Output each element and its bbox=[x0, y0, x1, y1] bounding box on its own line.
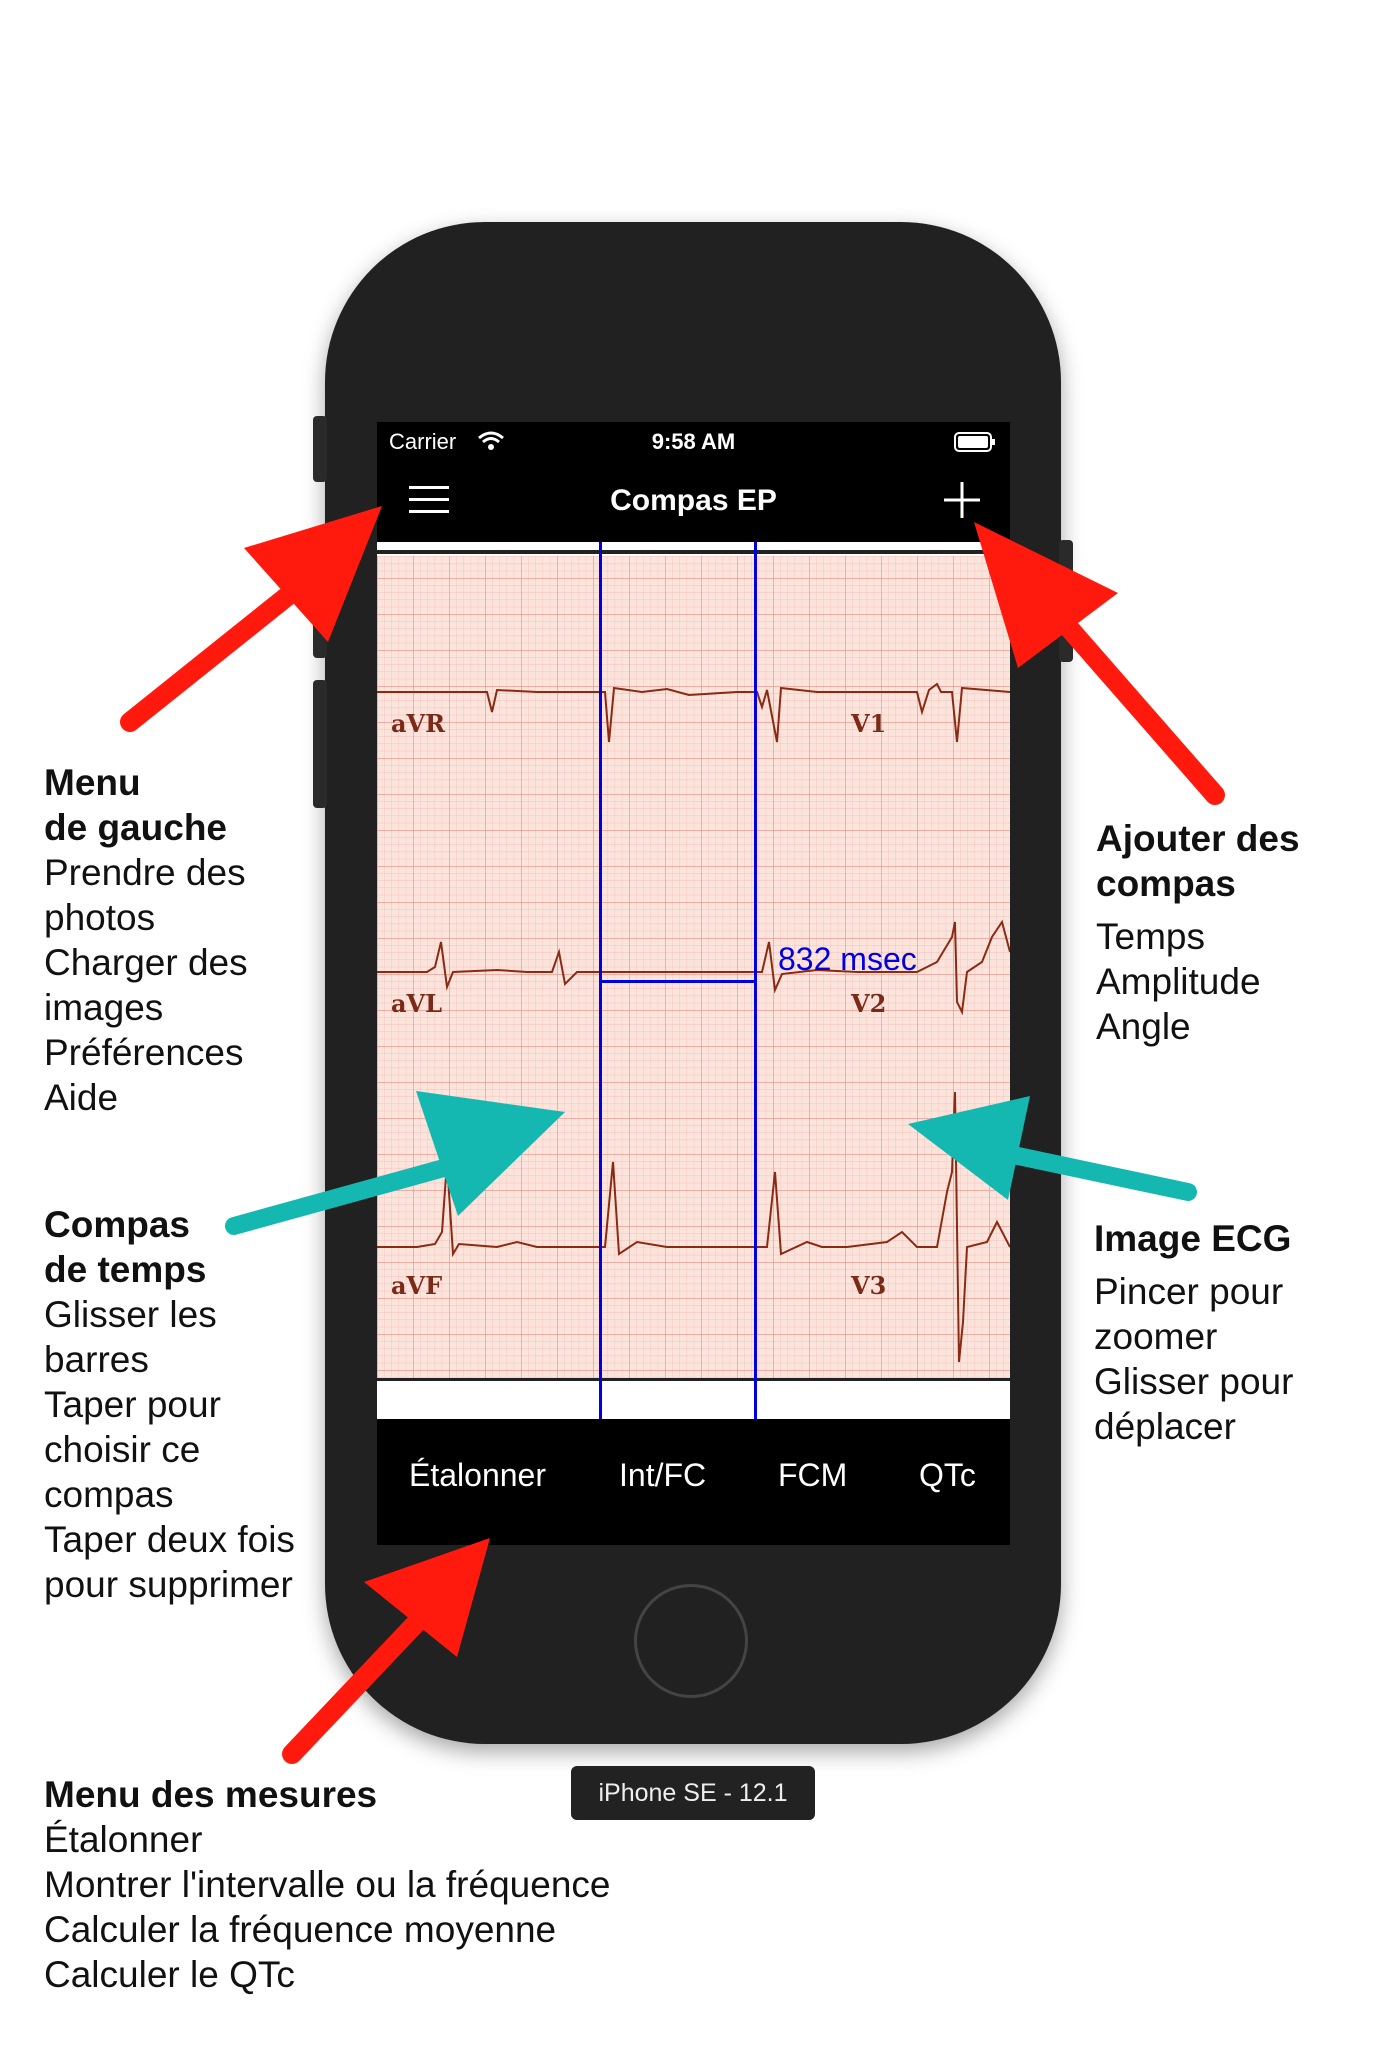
home-button[interactable] bbox=[634, 1584, 748, 1698]
hamburger-menu-icon[interactable] bbox=[407, 482, 451, 518]
lead-label-avl: aVL bbox=[391, 989, 442, 1018]
annotation-ecg-image: Image ECG Pincer pour zoomer Glisser pou… bbox=[1094, 1216, 1293, 1449]
annotation-add-calipers-line: Angle bbox=[1096, 1006, 1191, 1047]
annotation-time-calipers-line: barres bbox=[44, 1339, 149, 1380]
volume-down-button bbox=[313, 680, 327, 808]
annotation-left-menu-line: Charger des bbox=[44, 942, 248, 983]
annotation-left-menu-line: images bbox=[44, 987, 164, 1028]
lead-label-v3: V3 bbox=[850, 1271, 886, 1300]
annotation-time-calipers-line: Taper pour bbox=[44, 1384, 221, 1425]
toolbar-calibrate-button[interactable]: Étalonner bbox=[409, 1457, 546, 1493]
phone-screen: Carrier 9:58 AM Compas EP bbox=[377, 422, 1010, 1545]
toolbar-interval-rate-button[interactable]: Int/FC bbox=[619, 1457, 707, 1493]
status-bar: Carrier 9:58 AM bbox=[377, 422, 1010, 462]
wifi-icon bbox=[478, 431, 504, 450]
annotation-left-menu-heading-2: de gauche bbox=[44, 807, 227, 848]
nav-title: Compas EP bbox=[610, 484, 777, 517]
navigation-bar: Compas EP bbox=[377, 462, 1010, 542]
annotation-ecg-image-heading: Image ECG bbox=[1094, 1218, 1292, 1259]
annotation-measure-menu-line: Étalonner bbox=[44, 1819, 203, 1860]
annotation-left-menu-heading-1: Menu bbox=[44, 762, 141, 803]
time-caliper[interactable]: 832 msec bbox=[599, 542, 917, 1419]
caliper-crossbar[interactable] bbox=[599, 980, 757, 983]
toolbar-mean-rate-button[interactable]: FCM bbox=[778, 1457, 848, 1493]
annotation-left-menu-line: Aide bbox=[44, 1077, 119, 1118]
annotation-time-calipers-line: pour supprimer bbox=[44, 1564, 293, 1605]
lead-label-v1: V1 bbox=[850, 709, 886, 738]
annotation-ecg-image-line: déplacer bbox=[1094, 1406, 1236, 1447]
lead-label-avr: aVR bbox=[391, 709, 446, 738]
annotation-measure-menu: Menu des mesures Étalonner Montrer l'int… bbox=[44, 1772, 610, 1997]
power-button bbox=[1059, 540, 1073, 662]
device-label: iPhone SE - 12.1 bbox=[571, 1766, 815, 1820]
annotation-measure-menu-line: Calculer le QTc bbox=[44, 1954, 295, 1995]
annotation-measure-menu-line: Montrer l'intervalle ou la fréquence bbox=[44, 1864, 611, 1905]
annotation-time-calipers-line: choisir ce bbox=[44, 1429, 201, 1470]
annotation-add-calipers-heading-1: Ajouter des bbox=[1096, 818, 1300, 859]
mute-switch bbox=[313, 416, 327, 482]
annotation-ecg-image-line: Glisser pour bbox=[1094, 1361, 1294, 1402]
annotation-left-menu-line: photos bbox=[44, 897, 156, 938]
volume-up-button bbox=[313, 530, 327, 658]
annotation-measure-menu-heading: Menu des mesures bbox=[44, 1774, 378, 1815]
lead-label-avf: aVF bbox=[391, 1271, 442, 1300]
caliper-interval-label: 832 msec bbox=[778, 941, 917, 977]
annotation-ecg-image-line: Pincer pour bbox=[1094, 1271, 1284, 1312]
toolbar-qtc-button[interactable]: QTc bbox=[919, 1457, 976, 1493]
add-caliper-icon[interactable] bbox=[942, 480, 982, 520]
annotation-time-calipers-line: compas bbox=[44, 1474, 174, 1515]
annotation-left-menu-line: Prendre des bbox=[44, 852, 246, 893]
annotation-add-calipers: Ajouter des compas Temps Amplitude Angle bbox=[1096, 816, 1300, 1049]
annotation-add-calipers-line: Temps bbox=[1096, 916, 1205, 957]
ecg-image[interactable]: aVR V1 aVL V2 aVF V3 832 msec bbox=[377, 542, 1010, 1419]
status-time: 9:58 AM bbox=[651, 429, 736, 454]
annotation-left-menu-line: Préférences bbox=[44, 1032, 244, 1073]
annotation-add-calipers-line: Amplitude bbox=[1096, 961, 1261, 1002]
annotation-measure-menu-line: Calculer la fréquence moyenne bbox=[44, 1909, 557, 1950]
annotation-time-calipers-heading-2: de temps bbox=[44, 1249, 207, 1290]
annotation-add-calipers-heading-2: compas bbox=[1096, 863, 1236, 904]
carrier-label: Carrier bbox=[389, 429, 457, 454]
annotation-left-menu: Menu de gauche Prendre des photos Charge… bbox=[44, 760, 248, 1120]
annotation-time-calipers: Compas de temps Glisser les barres Taper… bbox=[44, 1202, 295, 1607]
battery-icon bbox=[954, 432, 995, 452]
ecg-canvas[interactable]: aVR V1 aVL V2 aVF V3 832 msec bbox=[377, 542, 1010, 1419]
lead-label-v2: V2 bbox=[850, 989, 886, 1018]
annotation-time-calipers-line: Taper deux fois bbox=[44, 1519, 295, 1560]
annotation-time-calipers-heading-1: Compas bbox=[44, 1204, 190, 1245]
annotation-ecg-image-line: zoomer bbox=[1094, 1316, 1218, 1357]
annotation-time-calipers-line: Glisser les bbox=[44, 1294, 217, 1335]
measurement-toolbar: Étalonner Int/FC FCM QTc bbox=[377, 1419, 1010, 1545]
